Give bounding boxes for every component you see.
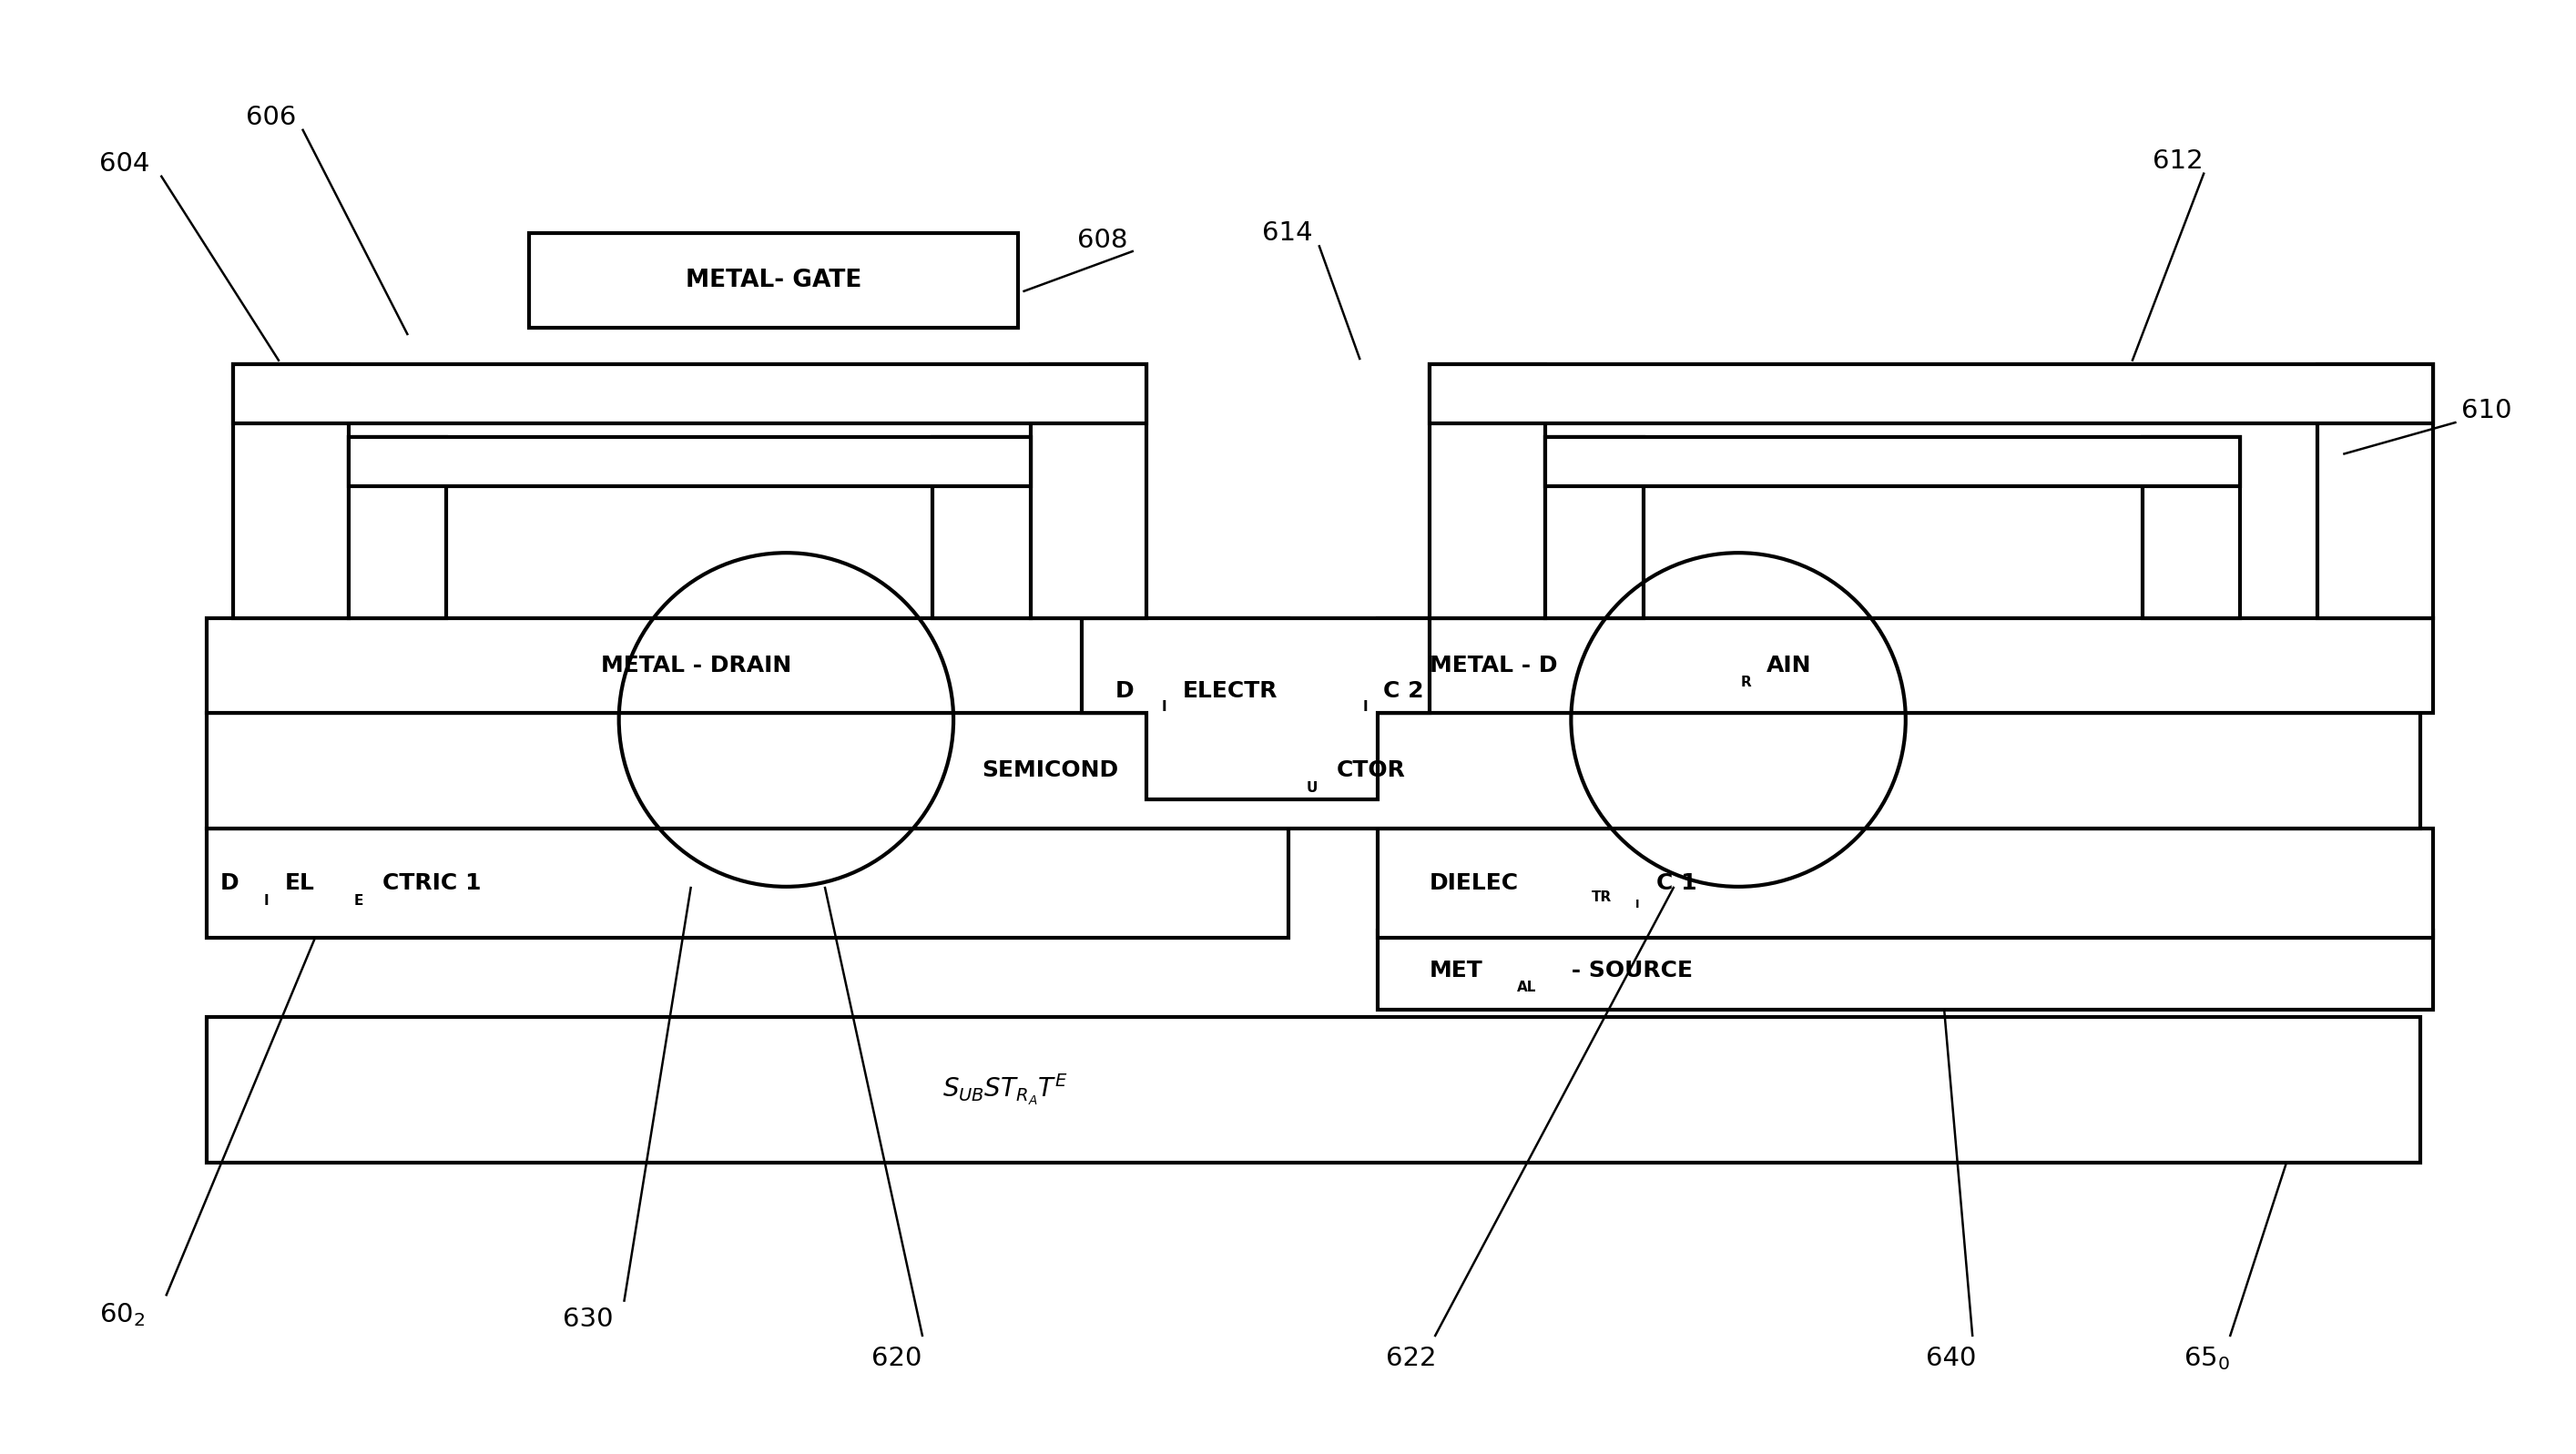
Text: 630: 630 xyxy=(562,1307,613,1332)
Bar xyxy=(206,829,1288,938)
Text: DIELEC: DIELEC xyxy=(1430,872,1520,894)
Text: U: U xyxy=(1306,781,1316,795)
Text: I: I xyxy=(1636,899,1638,910)
Text: EL: EL xyxy=(283,872,314,894)
Text: METAL - D: METAL - D xyxy=(1430,654,1558,676)
Bar xyxy=(206,712,2421,829)
Bar xyxy=(1430,364,1546,618)
Text: 612: 612 xyxy=(2154,148,2202,173)
Bar xyxy=(206,618,1288,712)
Bar xyxy=(2143,436,2241,618)
Bar xyxy=(1546,436,2241,486)
Text: 640: 640 xyxy=(1927,1345,1976,1371)
Bar xyxy=(206,1018,2421,1162)
Bar xyxy=(2318,364,2434,618)
Text: 608: 608 xyxy=(1077,228,1128,253)
Bar xyxy=(1378,829,2434,938)
Text: 606: 606 xyxy=(245,105,296,129)
Text: 622: 622 xyxy=(1386,1345,1437,1371)
Text: AIN: AIN xyxy=(1767,654,1811,676)
Text: METAL- GATE: METAL- GATE xyxy=(685,269,860,292)
Bar xyxy=(1546,436,1643,618)
Bar xyxy=(348,436,1030,486)
Text: $S_{UB}ST_{R_A}T^E$: $S_{UB}ST_{R_A}T^E$ xyxy=(943,1073,1066,1106)
Text: 614: 614 xyxy=(1262,221,1314,246)
Text: SEMICOND: SEMICOND xyxy=(981,759,1118,781)
Text: AL: AL xyxy=(1517,980,1535,995)
Bar xyxy=(933,436,1030,618)
Bar xyxy=(232,364,1146,423)
Text: I: I xyxy=(263,894,268,907)
Text: $60_2$: $60_2$ xyxy=(98,1301,144,1329)
Bar xyxy=(348,436,446,618)
Text: 604: 604 xyxy=(98,151,149,176)
Bar xyxy=(232,364,348,618)
Bar xyxy=(1378,618,2434,712)
Text: TR: TR xyxy=(1592,891,1613,904)
Text: MET: MET xyxy=(1430,960,1484,981)
Text: 610: 610 xyxy=(2463,398,2512,423)
Text: $65_0$: $65_0$ xyxy=(2184,1345,2231,1373)
Text: ELECTR: ELECTR xyxy=(1182,680,1278,702)
Text: CTOR: CTOR xyxy=(1337,759,1406,781)
Text: C 2: C 2 xyxy=(1383,680,1425,702)
Text: R: R xyxy=(1741,676,1752,689)
Polygon shape xyxy=(1082,618,1430,800)
Text: - SOURCE: - SOURCE xyxy=(1564,960,1692,981)
Text: C 1: C 1 xyxy=(1656,872,1698,894)
Bar xyxy=(528,234,1018,327)
Text: I: I xyxy=(1363,699,1368,714)
Bar xyxy=(1430,364,2434,423)
Bar xyxy=(1378,931,2434,1011)
Text: I: I xyxy=(1162,699,1167,714)
Text: CTRIC 1: CTRIC 1 xyxy=(381,872,482,894)
Text: D: D xyxy=(219,872,240,894)
Bar xyxy=(1030,364,1146,618)
Text: D: D xyxy=(1115,680,1133,702)
Text: E: E xyxy=(353,894,363,907)
Text: 620: 620 xyxy=(871,1345,922,1371)
Text: METAL - DRAIN: METAL - DRAIN xyxy=(600,654,791,676)
